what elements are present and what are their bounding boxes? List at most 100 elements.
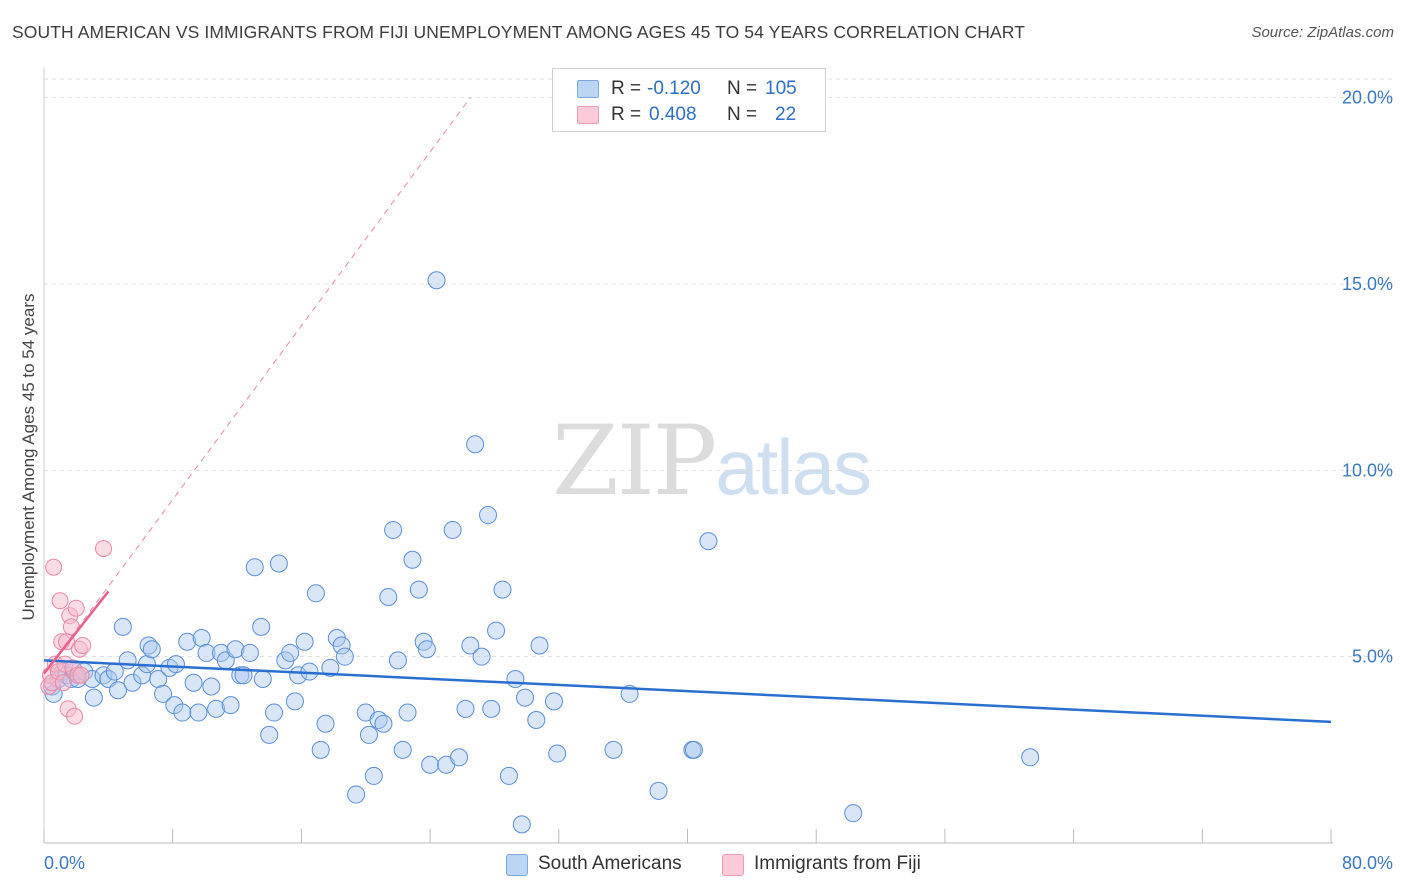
x-tick-label-min: 0.0%	[44, 853, 85, 873]
point-south-american	[516, 688, 535, 707]
watermark-atlas: atlas	[715, 423, 872, 511]
point-south-american	[487, 621, 506, 640]
trend-lines	[43, 97, 1332, 724]
y-tick-label: 10.0%	[1342, 460, 1393, 480]
point-south-american	[384, 520, 403, 539]
point-south-american	[240, 643, 259, 662]
axes	[43, 68, 1333, 844]
point-south-american	[289, 666, 308, 685]
point-south-american	[178, 632, 197, 651]
point-south-american	[398, 703, 417, 722]
tick-labels: 5.0% 10.0% 15.0% 20.0% 0.0% 80.0%	[44, 88, 1393, 873]
watermark: ZIPatlas	[552, 405, 872, 517]
point-south-american	[226, 640, 245, 659]
point-south-american	[252, 617, 271, 636]
point-south-american	[142, 640, 161, 659]
point-south-american	[1021, 748, 1040, 767]
point-south-american	[113, 617, 132, 636]
trend-line-south-americans	[43, 659, 1332, 724]
point-south-american	[684, 740, 703, 759]
source-label: Source: ZipAtlas.com	[1251, 24, 1394, 41]
point-fiji	[72, 666, 90, 684]
data-points	[40, 271, 1040, 834]
point-south-american	[472, 647, 491, 666]
legend-item-fiji: Immigrants from Fiji	[722, 852, 962, 878]
point-south-american	[260, 725, 279, 744]
y-tick-label: 5.0%	[1352, 647, 1393, 667]
point-south-american	[347, 785, 366, 804]
point-south-american	[123, 673, 142, 692]
point-south-american	[527, 711, 546, 730]
point-south-american	[421, 755, 440, 774]
legend-r-label: R =	[611, 78, 642, 99]
point-south-american	[197, 643, 216, 662]
point-south-american	[844, 804, 863, 823]
point-south-american	[530, 636, 549, 655]
point-south-american	[499, 766, 518, 785]
point-south-american	[184, 673, 203, 692]
point-fiji	[51, 592, 69, 610]
point-south-american	[311, 740, 330, 759]
point-south-american	[269, 554, 288, 573]
trend-line-fiji	[43, 590, 110, 675]
point-south-american	[281, 643, 300, 662]
x-tick-label-max: 80.0%	[1342, 853, 1393, 873]
point-south-american	[364, 766, 383, 785]
point-south-american	[221, 696, 240, 715]
point-south-american	[456, 699, 475, 718]
legend-n-label: N =	[727, 78, 758, 99]
point-south-american	[316, 714, 335, 733]
point-fiji	[66, 707, 84, 725]
legend-swatch-blue	[506, 854, 528, 876]
point-south-american	[306, 584, 325, 603]
legend-swatch-pink	[722, 854, 744, 876]
point-fiji	[54, 674, 72, 692]
correlation-legend: R = -0.120 N = 105 R = 0.408 N = 22	[552, 68, 826, 132]
legend-r-value: 0.408	[649, 104, 697, 125]
point-south-american	[369, 711, 388, 730]
point-south-american	[84, 688, 103, 707]
y-tick-label: 20.0%	[1342, 88, 1393, 108]
point-south-american	[192, 629, 211, 648]
point-south-american	[321, 658, 340, 677]
legend-row-south-americans: R = -0.120 N = 105	[553, 75, 825, 101]
legend-n-value: 22	[775, 104, 797, 125]
point-fiji	[95, 540, 113, 558]
point-south-american	[388, 651, 407, 670]
point-south-american	[417, 640, 436, 659]
point-south-american	[548, 744, 567, 763]
point-south-american	[359, 725, 378, 744]
point-south-american	[295, 632, 314, 651]
legend-label-fiji: Immigrants from Fiji	[754, 853, 921, 874]
point-south-american	[285, 692, 304, 711]
point-fiji	[67, 599, 85, 617]
point-south-american	[393, 740, 412, 759]
point-fiji	[45, 558, 63, 576]
point-south-american	[427, 271, 446, 290]
point-south-american	[374, 714, 393, 733]
point-south-american	[544, 692, 563, 711]
point-south-american	[379, 588, 398, 607]
legend-n-label: N =	[727, 104, 758, 125]
point-south-american	[506, 670, 525, 689]
point-fiji	[74, 636, 92, 654]
point-south-american	[461, 636, 480, 655]
point-south-american	[202, 677, 221, 696]
point-south-american	[173, 703, 192, 722]
point-south-american	[207, 699, 226, 718]
chart-title: SOUTH AMERICAN VS IMMIGRANTS FROM FIJI U…	[12, 22, 1026, 42]
point-south-american	[450, 748, 469, 767]
point-south-american	[94, 666, 113, 685]
legend-n-value: 105	[765, 78, 797, 99]
legend-row-fiji: R = 0.408 N = 22	[553, 101, 825, 127]
legend-label-south-americans: South Americans	[538, 853, 682, 874]
point-south-american	[512, 815, 531, 834]
point-south-american	[189, 703, 208, 722]
point-south-american	[699, 532, 718, 551]
point-south-american	[245, 558, 264, 577]
point-south-american	[253, 670, 272, 689]
point-south-american	[403, 550, 422, 569]
point-south-american	[154, 684, 173, 703]
legend-r-label: R =	[611, 104, 642, 125]
